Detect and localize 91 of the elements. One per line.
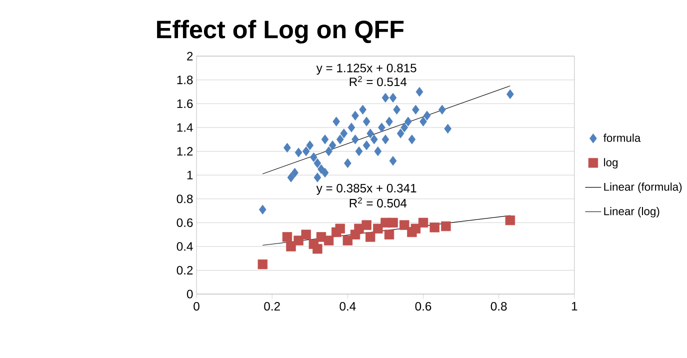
point [258, 259, 268, 270]
point [396, 128, 404, 138]
point [389, 156, 397, 166]
point [352, 134, 359, 144]
y-tick-label: 0.4 [176, 242, 193, 251]
point [423, 110, 431, 120]
point [355, 146, 363, 156]
legend-label: Linear (formula) [604, 182, 682, 193]
point [412, 104, 420, 114]
point [366, 128, 374, 138]
point [324, 236, 334, 246]
legend-label: log [604, 158, 618, 168]
point [310, 152, 318, 162]
point [284, 142, 291, 152]
point [373, 224, 383, 234]
point [386, 116, 393, 126]
y-tick-label: 0.6 [176, 218, 193, 227]
x-tick-label: 1 [572, 302, 578, 310]
point [362, 220, 372, 230]
point [384, 230, 394, 240]
point [399, 220, 410, 230]
point [365, 232, 376, 242]
point [325, 146, 332, 156]
legend-label: Linear (log) [604, 206, 660, 218]
point [388, 218, 398, 228]
chart-title: Effect of Log on QFF [157, 20, 404, 44]
point [258, 204, 266, 214]
point [312, 244, 322, 254]
point [314, 172, 322, 182]
point [418, 218, 428, 228]
point [321, 168, 329, 178]
y-tick-label: 1.6 [177, 99, 193, 108]
point [444, 124, 452, 134]
point [336, 134, 344, 144]
point [362, 116, 370, 126]
y-tick-label: 0.2 [176, 266, 193, 274]
y-tick-label: 1 [187, 170, 193, 180]
point [404, 116, 412, 126]
point [301, 230, 311, 240]
point [306, 140, 314, 150]
point [362, 140, 370, 150]
point [420, 116, 427, 126]
point [359, 104, 366, 114]
point [378, 122, 386, 132]
point [438, 104, 446, 114]
point [328, 140, 336, 150]
x-tick-label: 0 [194, 302, 200, 310]
point [314, 158, 322, 168]
point [344, 158, 352, 168]
point [382, 134, 390, 144]
y-tick-label: 0 [186, 290, 193, 298]
y-tick-label: 1.2 [177, 146, 193, 156]
annotation: y = 0.385x + 0.341 [316, 184, 416, 195]
x-tick-label: 0.4 [340, 302, 356, 310]
point [294, 147, 302, 158]
point [505, 215, 516, 226]
point [287, 172, 295, 182]
point [318, 164, 325, 174]
point [393, 104, 400, 114]
point [382, 92, 390, 102]
point [286, 241, 296, 252]
point [389, 92, 397, 102]
point [416, 86, 424, 97]
point [400, 122, 408, 132]
y-tick-label: 0.8 [176, 194, 193, 204]
point [408, 134, 416, 144]
annotation: y = 1.125x + 0.815 [316, 64, 416, 75]
point [410, 224, 421, 234]
point [335, 224, 345, 234]
point [370, 134, 378, 144]
point [374, 146, 382, 156]
x-tick-label: 0.2 [264, 302, 280, 310]
point [506, 89, 514, 99]
x-tick-label: 0.8 [490, 302, 507, 310]
y-tick-label: 1.4 [177, 123, 193, 132]
x-tick-label: 0.6 [415, 302, 432, 310]
annotation: R$^{2}$ = 0.504 [350, 197, 407, 208]
point [430, 222, 440, 232]
point [332, 116, 340, 126]
point [291, 168, 298, 178]
point [352, 110, 359, 120]
point [441, 221, 451, 231]
point [348, 122, 356, 132]
y-tick-label: 2 [187, 52, 193, 60]
y-tick-label: 1.8 [177, 75, 193, 84]
legend-label: formula [603, 134, 641, 142]
annotation: R$^{2}$ = 0.514 [350, 76, 407, 86]
point [282, 232, 292, 242]
point [321, 134, 329, 144]
point [302, 146, 310, 156]
point [340, 128, 348, 138]
